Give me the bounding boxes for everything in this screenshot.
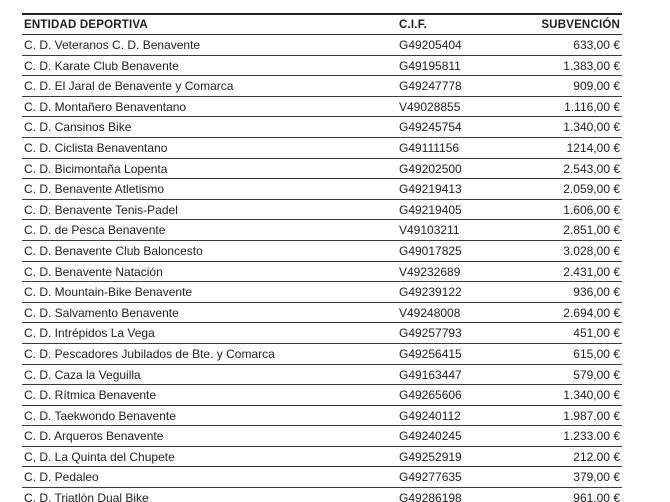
table-row: C. D. Caza la Veguilla G49163447 579,00 € bbox=[22, 364, 622, 386]
cell-subvencion: 212.00 € bbox=[523, 446, 622, 468]
cell-entidad: C, D. La Quinta del Chupete bbox=[22, 446, 397, 468]
cell-entidad: C. D. Benavente Club Baloncesto bbox=[22, 240, 397, 262]
table-row: C. D. Pescadores Jubilados de Bte. y Com… bbox=[22, 343, 622, 365]
cell-cif: G49240245 bbox=[397, 425, 523, 447]
cell-cif: G49256415 bbox=[397, 343, 523, 365]
cell-subvencion: 1.340,00 € bbox=[523, 384, 622, 406]
cell-cif: G49286198 bbox=[397, 487, 523, 502]
table-row: C. D. Veteranos C. D. Benavente G49205404… bbox=[22, 34, 622, 56]
cell-entidad: C. D. Ciclista Benaventano bbox=[22, 137, 397, 159]
cell-entidad: C. D. Pedaleo bbox=[22, 466, 397, 489]
cell-entidad: C. D. Caza la Veguilla bbox=[22, 364, 397, 386]
cell-subvencion: 909,00 € bbox=[523, 75, 622, 97]
table-row: C. D. de Pesca Benavente V49103211 2.851,0… bbox=[22, 219, 622, 241]
column-header-subvencion: SUBVENCIÓN bbox=[523, 13, 622, 35]
cell-cif: G49205404 bbox=[397, 34, 523, 56]
table-row: C. D. Pedaleo G49277635 379,00 € bbox=[22, 466, 622, 489]
cell-entidad: C. D. Salvamento Benavente bbox=[22, 302, 397, 324]
cell-entidad: C. D. Benavente Tenis-Padel bbox=[22, 199, 397, 221]
column-header-cif: C.I.F. bbox=[397, 13, 523, 35]
cell-entidad: C. D. Veteranos C. D. Benavente bbox=[22, 34, 397, 56]
cell-subvencion: 2.694,00 € bbox=[523, 302, 622, 324]
cell-entidad: C. D. Benavente Natación bbox=[22, 261, 397, 283]
cell-entidad: C. D. Montañero Benaventano bbox=[22, 96, 397, 118]
cell-entidad: C. D. Bicimontaña Lopenta bbox=[22, 158, 397, 180]
cell-cif: G49219413 bbox=[397, 178, 523, 200]
cell-cif: G49239122 bbox=[397, 281, 523, 303]
cell-cif: V49248008 bbox=[397, 302, 523, 324]
cell-entidad: C. D. Mountain-Bike Benavente bbox=[22, 281, 397, 303]
cell-entidad: C. D. Arqueros Benavente bbox=[22, 425, 397, 447]
cell-cif: G49247778 bbox=[397, 75, 523, 97]
table-row: C. D. Benavente Club Baloncesto G49017825… bbox=[22, 240, 622, 262]
cell-cif: G49202500 bbox=[397, 158, 523, 180]
cell-subvencion: 615,00 € bbox=[523, 343, 622, 365]
table-row: C. D. Montañero Benaventano V49028855 1.11… bbox=[22, 96, 622, 118]
table-row: C. D. Benavente Natación V49232689 2.431,0… bbox=[22, 261, 622, 283]
cell-entidad: C. D. Cansinos Bike bbox=[22, 116, 397, 138]
cell-cif: G49219405 bbox=[397, 199, 523, 221]
cell-entidad: C. D. de Pesca Benavente bbox=[22, 219, 397, 241]
cell-entidad: C. D. Pescadores Jubilados de Bte. y Com… bbox=[22, 343, 397, 365]
cell-cif: G49265606 bbox=[397, 384, 523, 406]
cell-cif: G49257793 bbox=[397, 322, 523, 344]
cell-subvencion: 1.340,00 € bbox=[523, 116, 622, 138]
cell-subvencion: 633,00 € bbox=[523, 34, 622, 56]
table-row: C. D. Taekwondo Benavente G49240112 1.987,… bbox=[22, 405, 622, 427]
cell-cif: G49245754 bbox=[397, 116, 523, 138]
cell-cif: V49232689 bbox=[397, 261, 523, 283]
cell-subvencion: 2.431,00 € bbox=[523, 261, 622, 283]
table-body: C. D. Veteranos C. D. Benavente G49205404… bbox=[22, 34, 622, 502]
table-row: C. D. Triatlón Dual Bike G49286198 961,00 … bbox=[22, 487, 622, 502]
table-row: C. D. Bicimontaña Lopenta G49202500 2.543,… bbox=[22, 158, 622, 180]
table-header-row: ENTIDAD DEPORTIVA C.I.F. SUBVENCIÓN bbox=[22, 13, 622, 35]
cell-cif: G49195811 bbox=[397, 55, 523, 77]
cell-entidad: C. D. Benavente Atletismo bbox=[22, 178, 397, 200]
cell-cif: G49252919 bbox=[397, 446, 523, 468]
cell-cif: G49163447 bbox=[397, 364, 523, 386]
table-row: C. D. Benavente Tenis-Padel G49219405 1.60… bbox=[22, 199, 622, 221]
cell-cif: G49277635 bbox=[397, 466, 523, 489]
subsidies-table: ENTIDAD DEPORTIVA C.I.F. SUBVENCIÓN C. D… bbox=[22, 13, 622, 502]
table-row: C. D. Karate Club Benavente G49195811 1.38… bbox=[22, 55, 622, 77]
cell-entidad: C. D. El Jaral de Benavente y Comarca bbox=[22, 75, 397, 97]
column-header-entidad-deportiva: ENTIDAD DEPORTIVA bbox=[22, 13, 397, 35]
cell-subvencion: 1.233.00 € bbox=[523, 425, 622, 447]
table-row: C. D. Cansinos Bike G49245754 1.340,00 € bbox=[22, 116, 622, 138]
cell-subvencion: 1.606,00 € bbox=[523, 199, 622, 221]
cell-subvencion: 1214,00 € bbox=[523, 137, 622, 159]
table-row: C. D. Benavente Atletismo G49219413 2.059,… bbox=[22, 178, 622, 200]
cell-cif: V49028855 bbox=[397, 96, 523, 118]
cell-entidad: C. D. Triatlón Dual Bike bbox=[22, 487, 397, 502]
table-row: C. D. Intrépidos La Vega G49257793 451,00 … bbox=[22, 322, 622, 344]
cell-entidad: C. D. Karate Club Benavente bbox=[22, 55, 397, 77]
cell-subvencion: 1.383,00 € bbox=[523, 55, 622, 77]
cell-subvencion: 2.543,00 € bbox=[523, 158, 622, 180]
table-row: C. D. Rítmica Benavente G49265606 1.340,00… bbox=[22, 384, 622, 406]
cell-cif: G49240112 bbox=[397, 405, 523, 427]
cell-subvencion: 2.059,00 € bbox=[523, 178, 622, 200]
table-row: C. D. Salvamento Benavente V49248008 2.694… bbox=[22, 302, 622, 324]
cell-entidad: C. D. Intrépidos La Vega bbox=[22, 322, 397, 344]
cell-subvencion: 579,00 € bbox=[523, 364, 622, 386]
cell-subvencion: 961,00 € bbox=[523, 487, 622, 502]
table-row: C. D. El Jaral de Benavente y Comarca G49… bbox=[22, 75, 622, 97]
cell-subvencion: 451,00 € bbox=[523, 322, 622, 344]
cell-cif: G49111156 bbox=[397, 137, 523, 159]
table-row: C. D. Arqueros Benavente G49240245 1.233.0… bbox=[22, 425, 622, 447]
cell-subvencion: 1.987,00 € bbox=[523, 405, 622, 427]
cell-subvencion: 1.116,00 € bbox=[523, 96, 622, 118]
cell-subvencion: 2.851,00 € bbox=[523, 219, 622, 241]
cell-cif: G49017825 bbox=[397, 240, 523, 262]
cell-subvencion: 379,00 € bbox=[523, 466, 622, 489]
cell-subvencion: 936,00 € bbox=[523, 281, 622, 303]
table-row: C. D. Ciclista Benaventano G49111156 1214,… bbox=[22, 137, 622, 159]
cell-entidad: C. D. Rítmica Benavente bbox=[22, 384, 397, 406]
table-row: C, D. La Quinta del Chupete G49252919 212.… bbox=[22, 446, 622, 468]
table-row: C. D. Mountain-Bike Benavente G49239122 93… bbox=[22, 281, 622, 303]
cell-cif: V49103211 bbox=[397, 219, 523, 241]
cell-entidad: C. D. Taekwondo Benavente bbox=[22, 405, 397, 427]
cell-subvencion: 3.028,00 € bbox=[523, 240, 622, 262]
